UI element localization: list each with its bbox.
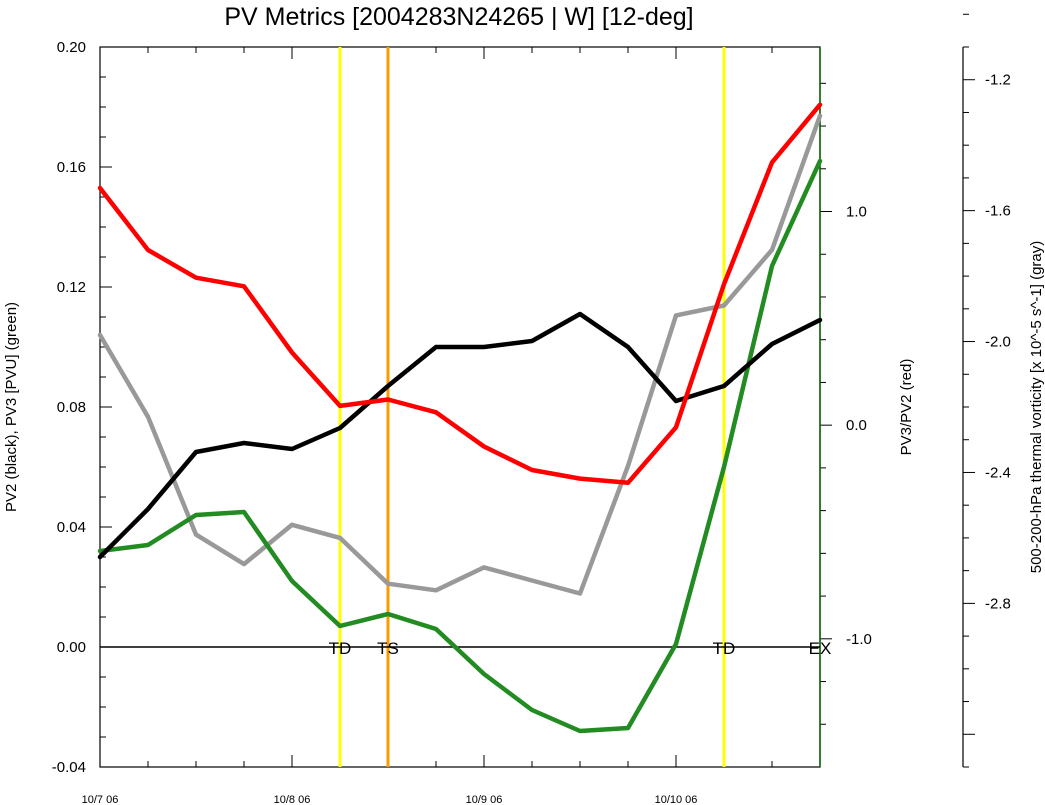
left-axis-label: PV2 (black), PV3 [PVU] (green) bbox=[3, 302, 20, 512]
storm-stage-labels: TD TS TD EX bbox=[329, 639, 832, 658]
chart-title: PV Metrics [2004283N24265 | W] [12-deg] bbox=[224, 3, 693, 31]
x-tick-label: 10/9 06 bbox=[466, 794, 503, 805]
x-tick-label: 10/7 06 bbox=[82, 794, 119, 805]
right2-tick-label: -2.4 bbox=[985, 464, 1011, 481]
event-label: TD bbox=[713, 639, 736, 658]
plot-frame bbox=[99, 46, 821, 768]
right2-tick-label: -2.0 bbox=[985, 334, 1011, 351]
right-axis-vorticity-label: 500-200-hPa thermal vorticity [x 10^-5 s… bbox=[1028, 241, 1045, 574]
event-label: TS bbox=[377, 639, 399, 658]
x-tick-label: 10/8 06 bbox=[274, 794, 311, 805]
series-line bbox=[97, 158, 823, 734]
right1-tick-label: -1.0 bbox=[846, 631, 872, 648]
x-tick-label: 10/10 06 bbox=[655, 794, 698, 805]
right2-tick-label: -1.2 bbox=[985, 72, 1011, 89]
left-tick-label: 0.12 bbox=[57, 279, 86, 296]
left-tick-label: 0.08 bbox=[57, 399, 86, 416]
right-axis-vorticity: -1.2 -1.6 -2.0 -2.4 -2.8 bbox=[962, 13, 1011, 768]
series-lines bbox=[97, 102, 823, 734]
left-tick-label: -0.04 bbox=[52, 759, 86, 776]
right1-tick-label: 1.0 bbox=[846, 204, 867, 221]
left-tick-label: 0.00 bbox=[57, 639, 86, 656]
left-axis: 0.20 0.16 0.12 0.08 0.04 0.00 -0.04 bbox=[52, 39, 112, 776]
right2-tick-label: -1.6 bbox=[985, 203, 1011, 220]
right-axis-ratio: 1.0 0.0 -1.0 bbox=[820, 82, 872, 725]
series-line bbox=[97, 311, 823, 560]
left-tick-label: 0.04 bbox=[57, 519, 86, 536]
series-line bbox=[97, 113, 823, 596]
event-label: TD bbox=[329, 639, 352, 658]
left-tick-label: 0.16 bbox=[57, 159, 86, 176]
right1-tick-label: 0.0 bbox=[846, 417, 867, 434]
right2-tick-label: -2.8 bbox=[985, 595, 1011, 612]
right-axis-ratio-label: PV3/PV2 (red) bbox=[898, 359, 915, 456]
x-axis: 10/7 06 10/8 06 10/9 06 10/10 06 bbox=[82, 47, 821, 805]
event-label: EX bbox=[809, 639, 832, 658]
left-tick-label: 0.20 bbox=[57, 39, 86, 56]
series-line bbox=[97, 102, 823, 486]
